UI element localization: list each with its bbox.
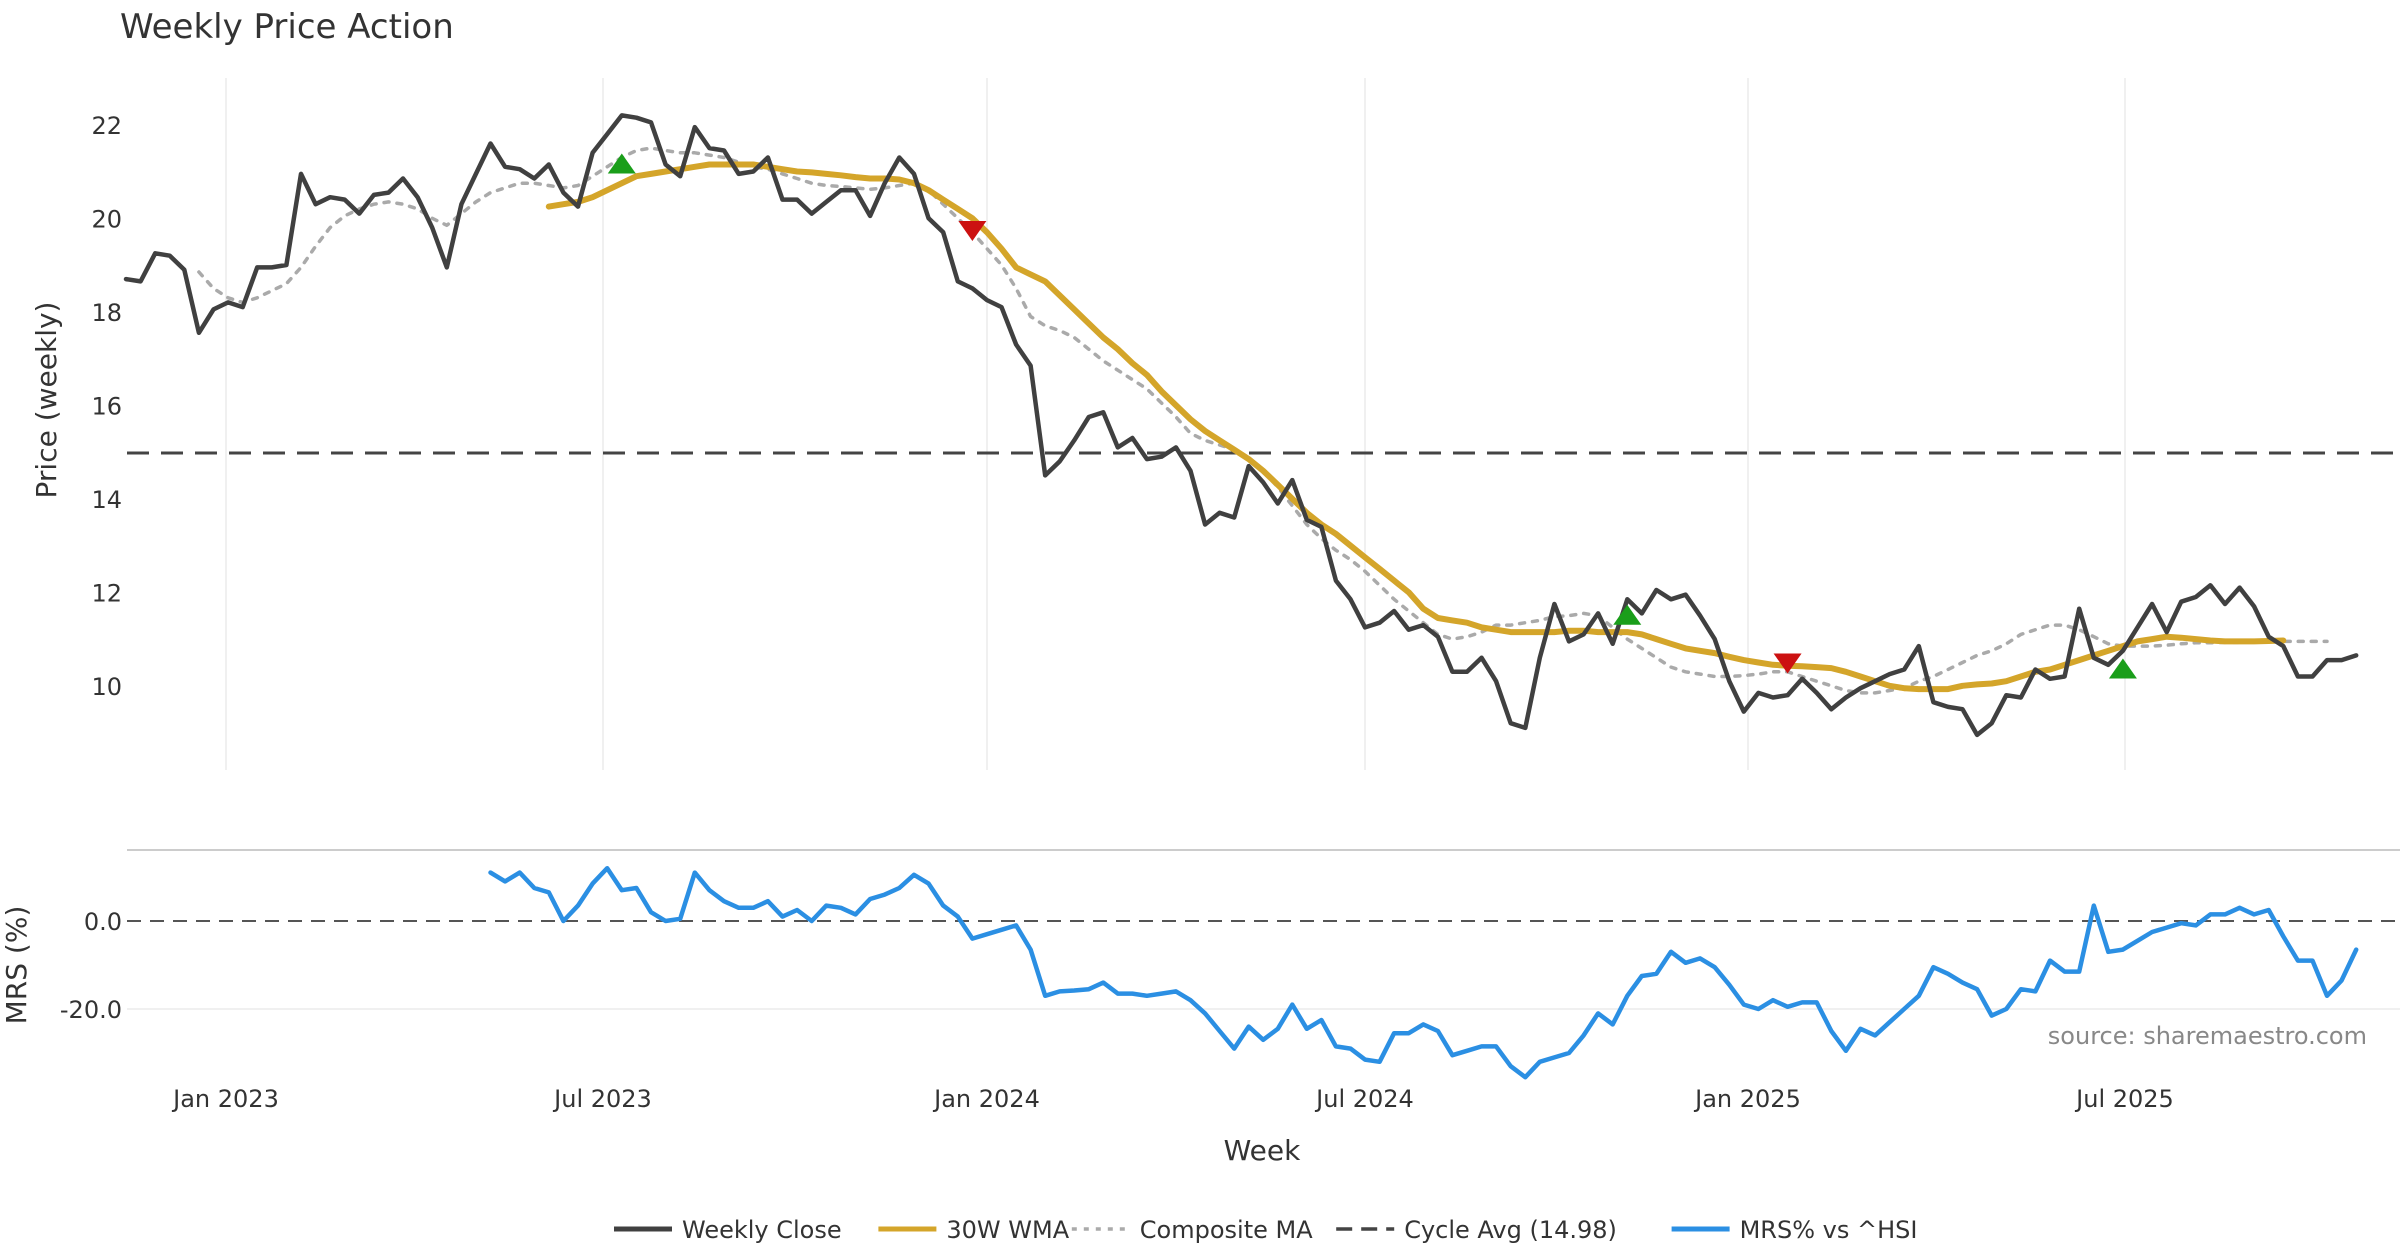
legend-label-composite-ma: Composite MA: [1140, 1216, 1313, 1244]
weekly-close-line: [123, 113, 2359, 738]
sell-signal-marker: [958, 220, 987, 241]
signal-markers-layer: [607, 153, 2137, 679]
legend-label-weekly-close: Weekly Close: [682, 1216, 842, 1244]
chart-title: Weekly Price Action: [120, 7, 454, 47]
mrs-series-layer: [488, 865, 2359, 1080]
price-y-tick-label: 14: [91, 486, 122, 514]
legend: Weekly Close 30W WMA Composite MA Cycle Avg…: [614, 1216, 1917, 1244]
legend-label-30w-wma: 30W WMA: [946, 1216, 1069, 1244]
30w-wma-line: [545, 161, 2287, 693]
price-y-tick-label: 16: [91, 392, 122, 420]
mrs-line: [488, 865, 2359, 1080]
source-note: source: sharemaestro.com: [2048, 1022, 2367, 1050]
sell-signal-marker: [1773, 653, 1802, 674]
price-y-tick-label: 18: [91, 299, 122, 327]
mrs-y-tick-label: 0.0: [84, 908, 122, 936]
price-y-tick-label: 10: [91, 673, 122, 701]
buy-signal-marker: [1613, 604, 1642, 625]
x-tick-label: Jul 2025: [2074, 1085, 2174, 1113]
x-ticks: Jan 2023 Jul 2023 Jan 2024 Jul 2024 Jan 2025…: [171, 1085, 2174, 1113]
x-tick-label: Jan 2024: [932, 1085, 1040, 1113]
price-y-ticks: 10 12 14 16 18 20 22: [91, 112, 122, 701]
price-y-tick-label: 22: [91, 112, 122, 140]
price-y-tick-label: 12: [91, 579, 122, 607]
mrs-y-axis-label: MRS (%): [0, 906, 33, 1025]
x-tick-label: Jul 2023: [552, 1085, 652, 1113]
legend-label-cycle-avg-14-98: Cycle Avg (14.98): [1404, 1216, 1617, 1244]
legend-label-mrs-vs-hsi: MRS% vs ^HSI: [1740, 1216, 1918, 1244]
x-tick-label: Jan 2025: [1693, 1085, 1801, 1113]
x-tick-label: Jul 2024: [1314, 1085, 1414, 1113]
price-y-tick-label: 20: [91, 205, 122, 233]
price-y-axis-label: Price (weekly): [30, 302, 63, 499]
x-tick-label: Jan 2023: [171, 1085, 279, 1113]
buy-signal-marker: [607, 153, 636, 174]
mrs-y-ticks: 0.0 -20.0: [60, 908, 122, 1024]
buy-signal-marker: [2108, 658, 2137, 679]
mrs-y-tick-label: -20.0: [60, 996, 122, 1024]
price-series-layer: [123, 113, 2359, 738]
x-axis-label: Week: [1224, 1134, 1301, 1167]
